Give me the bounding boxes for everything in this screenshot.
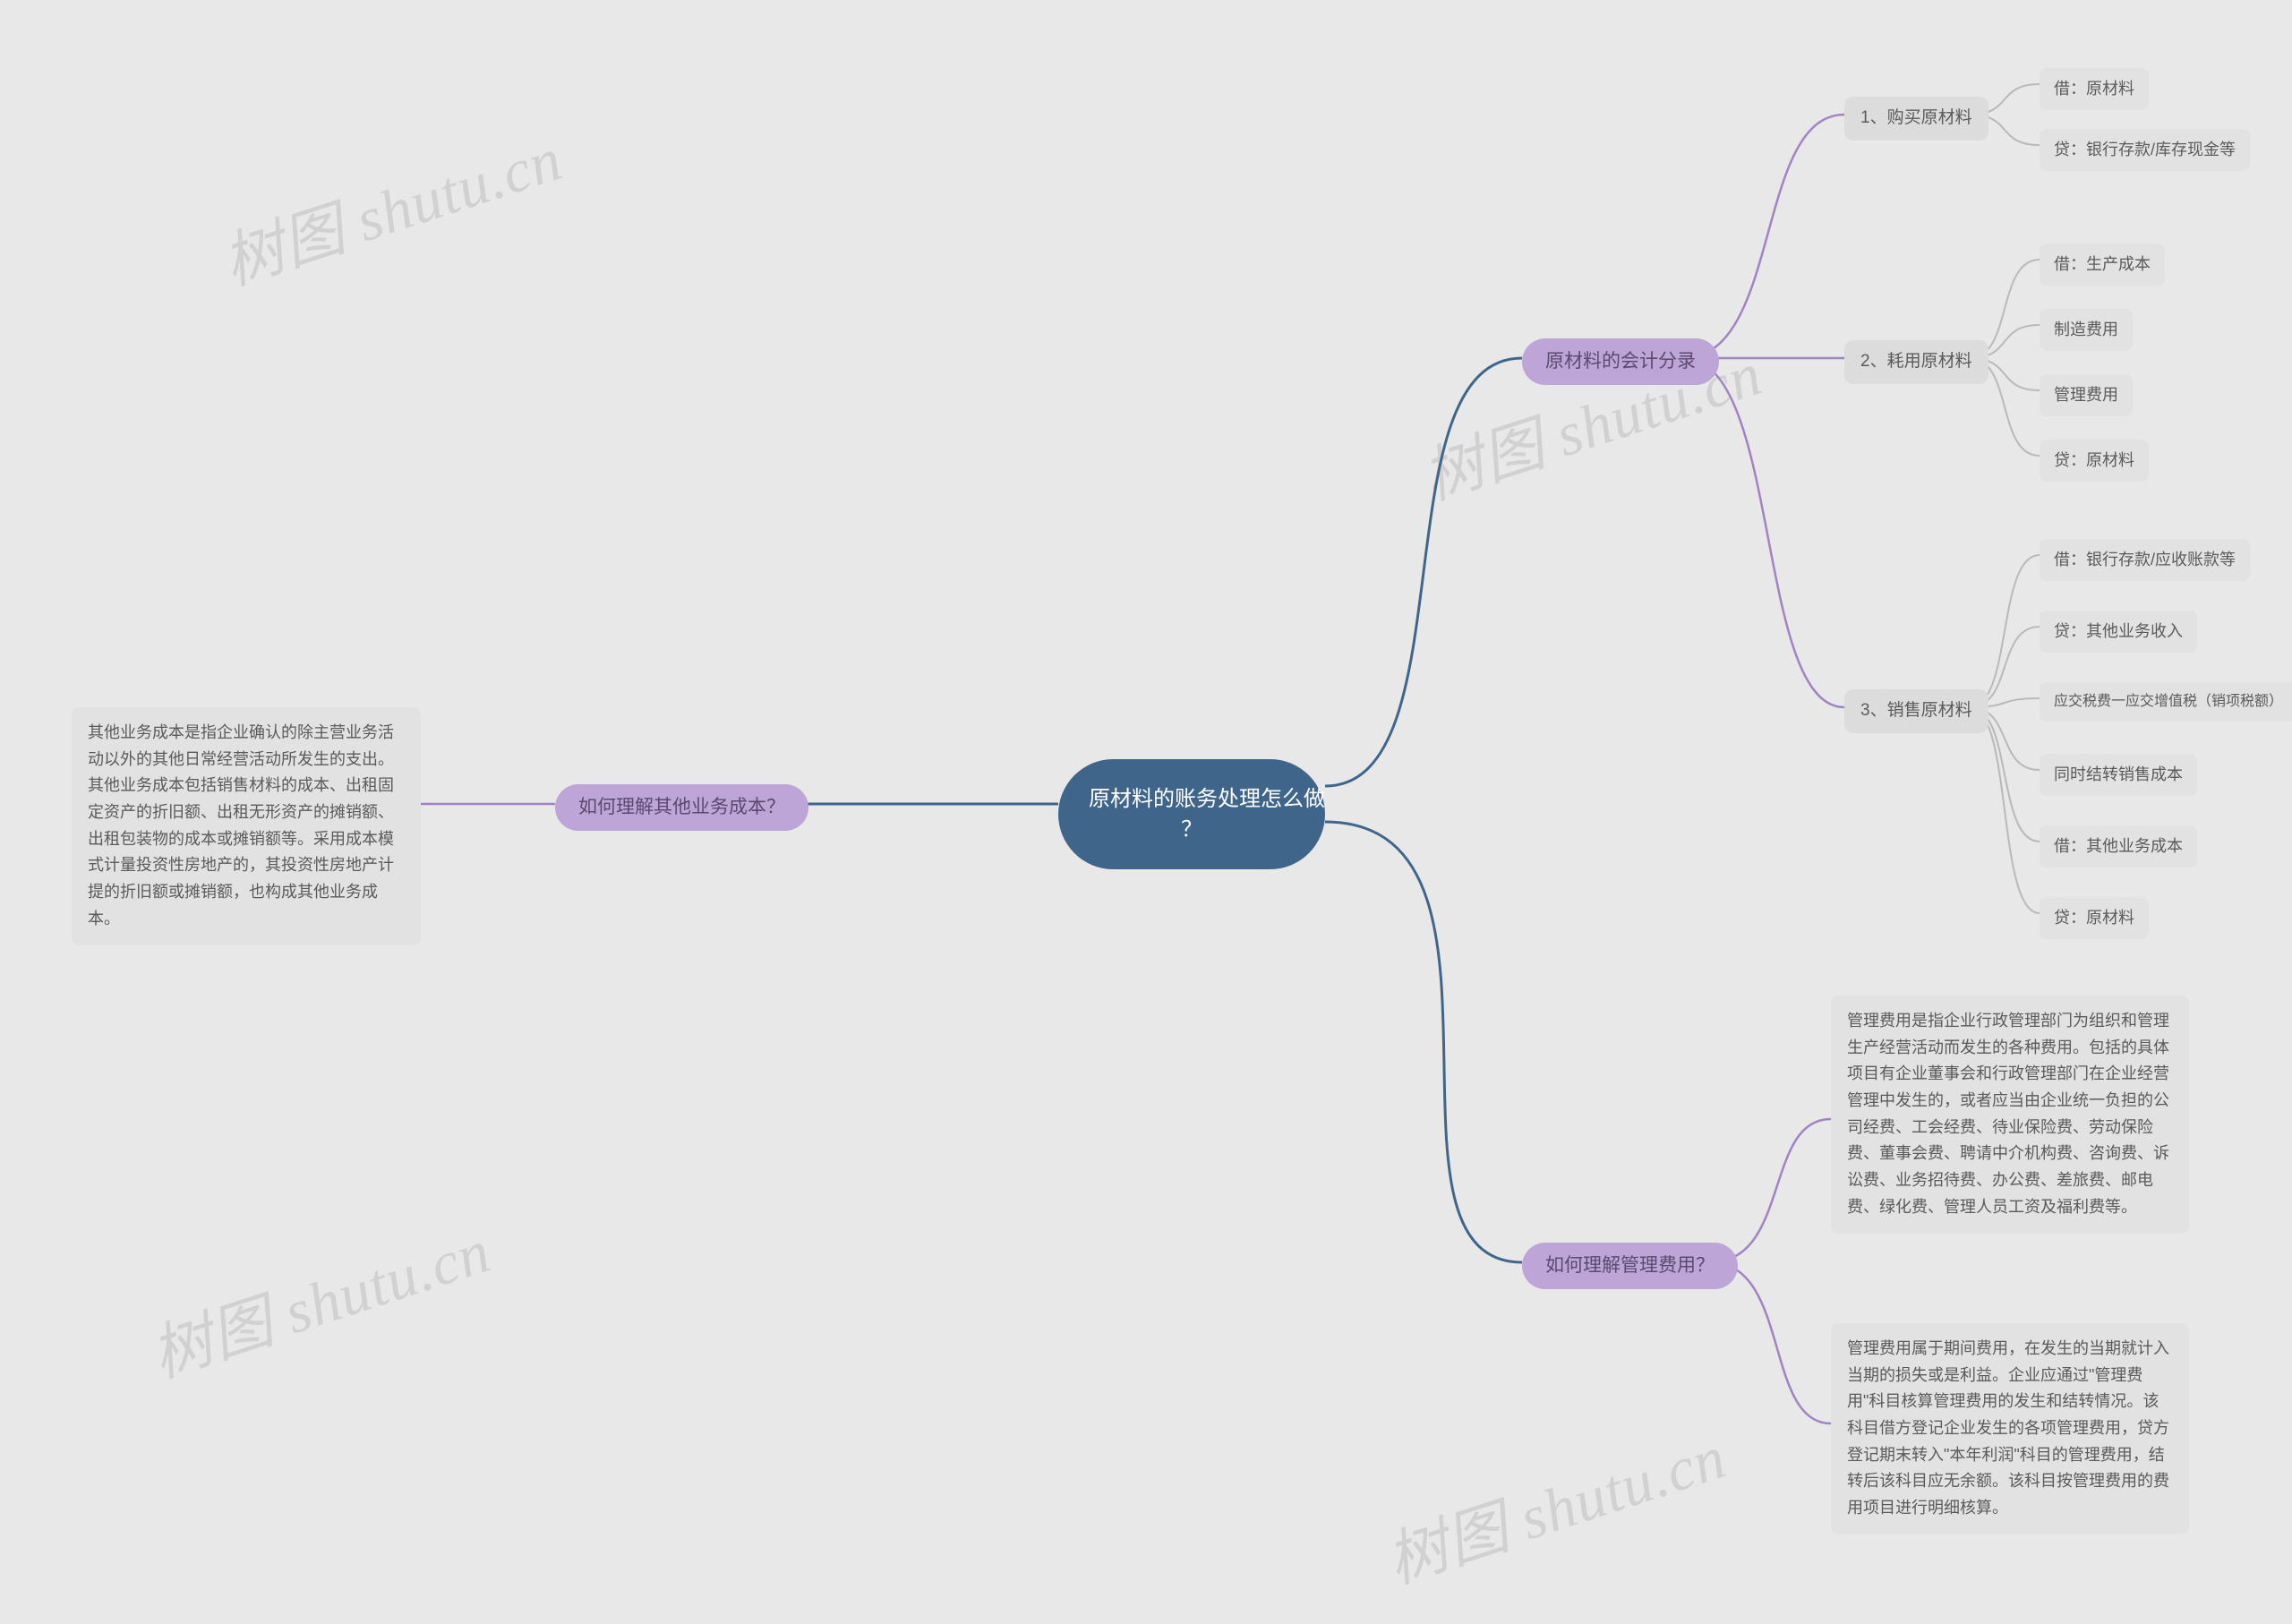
leaf-use-3: 管理费用 bbox=[2040, 374, 2133, 416]
branch-entries: 原材料的会计分录 bbox=[1522, 338, 1719, 385]
leaf-sell-2: 贷：其他业务收入 bbox=[2040, 611, 2197, 653]
leaf-sell-4: 同时结转销售成本 bbox=[2040, 754, 2197, 796]
entries-child-3: 3、销售原材料 bbox=[1844, 689, 1988, 733]
root-line2: ？ bbox=[1181, 817, 1202, 842]
entries-child-2: 2、耗用原材料 bbox=[1844, 340, 1988, 384]
leaf-buy-debit: 借：原材料 bbox=[2040, 68, 2149, 110]
leaf-sell-6: 贷：原材料 bbox=[2040, 897, 2149, 939]
leaf-use-4: 贷：原材料 bbox=[2040, 440, 2149, 482]
branch-mgmt: 如何理解管理费用？ bbox=[1522, 1243, 1738, 1289]
root-node: 原材料的账务处理怎么做 ？ bbox=[1058, 759, 1325, 869]
leaf-sell-5: 借：其他业务成本 bbox=[2040, 825, 2197, 868]
leaf-use-1: 借：生产成本 bbox=[2040, 244, 2165, 286]
leaf-sell-3: 应交税费一应交增值税（销项税额） bbox=[2040, 682, 2292, 722]
mgmt-desc-1: 管理费用是指企业行政管理部门为组织和管理生产经营活动而发生的各种费用。包括的具体… bbox=[1831, 996, 2189, 1234]
other-cost-desc: 其他业务成本是指企业确认的除主营业务活动以外的其他日常经营活动所发生的支出。其他… bbox=[72, 707, 421, 945]
branch-other-cost: 如何理解其他业务成本？ bbox=[555, 784, 808, 831]
leaf-buy-credit: 贷：银行存款/库存现金等 bbox=[2040, 129, 2250, 171]
leaf-use-2: 制造费用 bbox=[2040, 309, 2133, 351]
root-line1: 原材料的账务处理怎么做 bbox=[1089, 787, 1325, 811]
entries-child-1: 1、购买原材料 bbox=[1844, 97, 1988, 141]
mgmt-desc-2: 管理费用属于期间费用，在发生的当期就计入当期的损失或是利益。企业应通过"管理费用… bbox=[1831, 1323, 2189, 1534]
leaf-sell-1: 借：银行存款/应收账款等 bbox=[2040, 539, 2250, 581]
